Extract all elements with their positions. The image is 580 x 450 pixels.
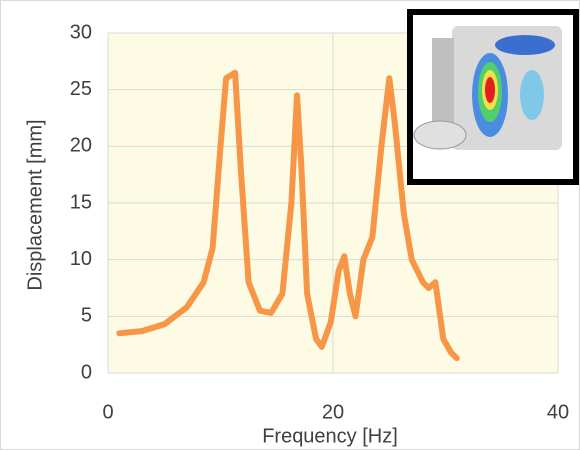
inset-mode-red (485, 77, 495, 103)
y-tick-label: 30 (70, 21, 92, 43)
y-axis-label: Displacement [mm] (24, 119, 46, 290)
y-tick-label: 15 (70, 191, 92, 213)
y-tick-label: 20 (70, 135, 92, 157)
inset-pipe (413, 120, 467, 150)
data-line (116, 69, 460, 362)
y-tick-label: 5 (81, 305, 92, 327)
inset-mode-right (520, 70, 544, 120)
x-tick-label: 40 (547, 401, 569, 423)
inset-shaft (432, 38, 454, 148)
x-axis-label: Frequency [Hz] (262, 425, 398, 447)
y-tick-label: 25 (70, 78, 92, 100)
y-tick-label: 0 (81, 361, 92, 383)
inset-image (407, 9, 579, 185)
x-tick-label: 0 (102, 401, 113, 423)
x-tick-label: 20 (322, 401, 344, 423)
y-tick-label: 10 (70, 248, 92, 270)
inset-mode-top (495, 35, 555, 55)
